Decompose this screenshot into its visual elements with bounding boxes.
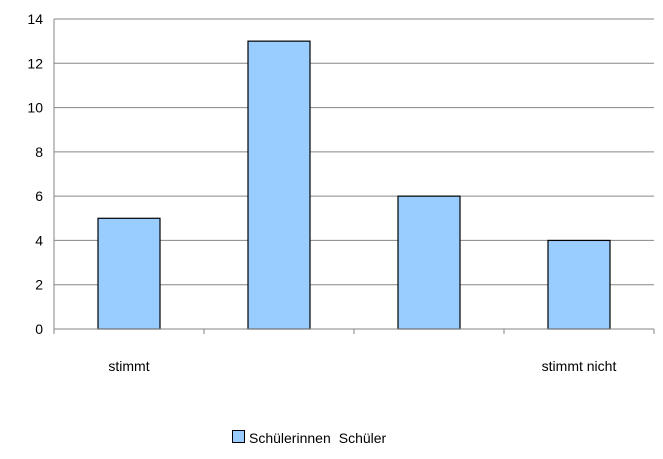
legend: Schülerinnen Schüler: [232, 430, 386, 446]
y-tick-label: 6: [35, 188, 43, 204]
y-tick-label: 10: [27, 100, 43, 116]
legend-item-schueler: Schüler: [339, 430, 386, 446]
category-label: stimmt: [108, 358, 149, 374]
bar-0: [97, 217, 161, 330]
legend-label-schuelerinnen: Schülerinnen: [249, 430, 331, 446]
y-tick-label: 0: [35, 321, 43, 337]
bars-group: [97, 40, 611, 330]
bar-2: [397, 195, 461, 330]
y-tick-label: 4: [35, 232, 43, 248]
bar-3: [547, 239, 611, 330]
legend-item-schuelerinnen: Schülerinnen: [232, 430, 331, 446]
y-tick-labels: 0 2 4 6 8 10 12 14: [27, 11, 43, 337]
bar-1: [247, 40, 311, 330]
y-tick-label: 8: [35, 144, 43, 160]
y-tick-label: 14: [27, 11, 43, 27]
axes-group: [53, 19, 655, 334]
y-tick-label: 12: [27, 55, 43, 71]
legend-swatch: [232, 430, 245, 443]
category-labels: stimmt stimmt nicht: [108, 358, 616, 374]
legend-label-schueler: Schüler: [338, 430, 387, 446]
y-tick-label: 2: [35, 277, 43, 293]
category-label: stimmt nicht: [542, 358, 617, 374]
